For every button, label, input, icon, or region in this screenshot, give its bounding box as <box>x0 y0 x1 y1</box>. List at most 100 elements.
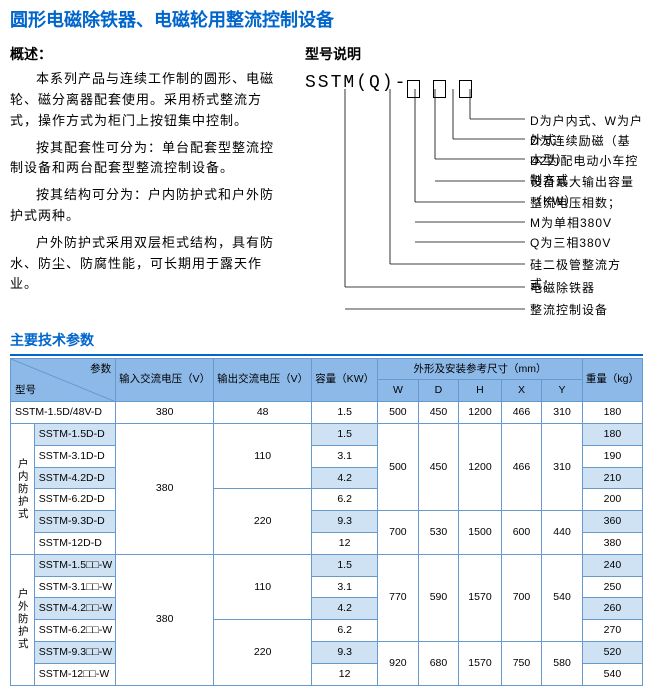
h-wt: 重量（kg） <box>582 358 642 402</box>
h1: 1200 <box>459 402 501 424</box>
head-row-1: 参数 型号 输入交流电压（V） 输出交流电压（V） 容量（KW） 外形及安装参考… <box>11 358 643 380</box>
x-out1: 700 <box>501 554 542 641</box>
overview-para-2: 按其配套性可分为：单台配套型整流控制设备和两台配套型整流控制设备。 <box>10 138 285 180</box>
c-out-0: 1.5 <box>312 554 378 576</box>
h-x: X <box>501 380 542 402</box>
d-in1: 450 <box>418 423 459 510</box>
c-out-2: 4.2 <box>312 598 378 620</box>
w-out1: 770 <box>378 554 419 641</box>
wt-out-5: 540 <box>582 663 642 685</box>
d1: 450 <box>418 402 459 424</box>
c-in-4: 9.3 <box>312 511 378 533</box>
h-out-ac: 输出交流电压（V） <box>214 358 312 402</box>
m-in-3: SSTM-6.2D-D <box>34 489 115 511</box>
m-in-1: SSTM-3.1D-D <box>34 445 115 467</box>
m-out-2: SSTM-4.2□□-W <box>34 598 115 620</box>
m-out-1: SSTM-3.1□□-W <box>34 576 115 598</box>
v48: 48 <box>214 402 312 424</box>
inv-in: 380 <box>116 423 214 554</box>
overview-para-4: 户外防护式采用双层柜式结构，具有防水、防尘、防腐性能，可长期用于露天作业。 <box>10 233 285 295</box>
wt-out-3: 270 <box>582 620 642 642</box>
wt-out-1: 250 <box>582 576 642 598</box>
y1: 310 <box>542 402 583 424</box>
diagram-lines <box>305 89 530 344</box>
x-out2: 750 <box>501 641 542 685</box>
wt-in-4: 360 <box>582 511 642 533</box>
x1: 466 <box>501 402 542 424</box>
wt-in-5: 380 <box>582 532 642 554</box>
cap1: 1.5 <box>312 402 378 424</box>
h-h: H <box>459 380 501 402</box>
h-y: Y <box>542 380 583 402</box>
inv-top: 380 <box>116 402 214 424</box>
h-cap: 容量（KW） <box>312 358 378 402</box>
row-out-4: SSTM-9.3□□-W9.3 920 680 1570 750 580 520 <box>11 641 643 663</box>
h-dims: 外形及安装参考尺寸（mm） <box>378 358 583 380</box>
m-in-4: SSTM-9.3D-D <box>34 511 115 533</box>
x-in1: 466 <box>501 423 542 510</box>
overview-column: 概述： 本系列产品与连续工作制的圆形、电磁轮、磁分离器配套使用。采用桥式整流方式… <box>10 43 285 325</box>
c-out-3: 6.2 <box>312 620 378 642</box>
m-in-5: SSTM-12D-D <box>34 532 115 554</box>
w-in1: 500 <box>378 423 419 510</box>
v220a: 220 <box>214 489 312 554</box>
wt-out-4: 520 <box>582 641 642 663</box>
note-10: 整流控制设备 <box>530 301 608 320</box>
note-5: 整流电压相数； <box>530 194 621 213</box>
m-in-2: SSTM-4.2D-D <box>34 467 115 489</box>
v110b: 110 <box>214 554 312 619</box>
wt-out-2: 260 <box>582 598 642 620</box>
c-in-2: 4.2 <box>312 467 378 489</box>
note-6: M为单相380V <box>530 214 612 233</box>
m-top: SSTM-1.5D/48V-D <box>11 402 116 424</box>
c-out-4: 9.3 <box>312 641 378 663</box>
wt1: 180 <box>582 402 642 424</box>
y-in1: 310 <box>542 423 583 510</box>
model-diagram: SSTM(Q)- D为户内式、W为户外式 D为连续励磁（基本型） <box>305 65 643 325</box>
wt-out-0: 240 <box>582 554 642 576</box>
wt-in-2: 210 <box>582 467 642 489</box>
x-in2: 600 <box>501 511 542 555</box>
h-out2: 1570 <box>459 641 501 685</box>
d-out1: 590 <box>418 554 459 641</box>
y-out2: 580 <box>542 641 583 685</box>
wt-in-3: 200 <box>582 489 642 511</box>
m-out-5: SSTM-12□□-W <box>34 663 115 685</box>
overview-para-1: 本系列产品与连续工作制的圆形、电磁轮、磁分离器配套使用。采用桥式整流方式，操作方… <box>10 69 285 131</box>
wt-in-1: 190 <box>582 445 642 467</box>
h-in1: 1200 <box>459 423 501 510</box>
y-out1: 540 <box>542 554 583 641</box>
overview-para-3: 按其结构可分为：户内防护式和户外防护式两种。 <box>10 185 285 227</box>
note-7: Q为三相380V <box>530 234 611 253</box>
c-out-5: 12 <box>312 663 378 685</box>
h-out1: 1570 <box>459 554 501 641</box>
c-in-5: 12 <box>312 532 378 554</box>
v110a: 110 <box>214 423 312 488</box>
h-w: W <box>378 380 419 402</box>
note-9: 电磁除铁器 <box>530 279 595 298</box>
inv-out: 380 <box>116 554 214 685</box>
c-in-3: 6.2 <box>312 489 378 511</box>
head-model: 型号 <box>15 382 36 399</box>
wt-in-0: 180 <box>582 423 642 445</box>
y-in2: 440 <box>542 511 583 555</box>
m-out-3: SSTM-6.2□□-W <box>34 620 115 642</box>
row-out-0: 户外防护式 SSTM-1.5□□-W 380 110 1.5 770 590 1… <box>11 554 643 576</box>
c-out-1: 3.1 <box>312 576 378 598</box>
upper-section: 概述： 本系列产品与连续工作制的圆形、电磁轮、磁分离器配套使用。采用桥式整流方式… <box>10 43 643 325</box>
w1: 500 <box>378 402 419 424</box>
h-in2: 1500 <box>459 511 501 555</box>
w-in2: 700 <box>378 511 419 555</box>
model-heading: 型号说明 <box>305 43 643 65</box>
v220b: 220 <box>214 620 312 685</box>
indoor-label: 户内防护式 <box>11 423 35 554</box>
outdoor-label: 户外防护式 <box>11 554 35 685</box>
overview-heading: 概述： <box>10 43 285 65</box>
c-in-1: 3.1 <box>312 445 378 467</box>
row-top: SSTM-1.5D/48V-D 380 48 1.5 500 450 1200 … <box>11 402 643 424</box>
model-column: 型号说明 SSTM(Q)- D为户内式、W为户 <box>305 43 643 325</box>
page-title: 圆形电磁除铁器、电磁轮用整流控制设备 <box>10 6 643 35</box>
row-in-4: SSTM-9.3D-D9.3 700 530 1500 600 440 360 <box>11 511 643 533</box>
row-in-0: 户内防护式 SSTM-1.5D-D 380 110 1.5 500 450 12… <box>11 423 643 445</box>
m-in-0: SSTM-1.5D-D <box>34 423 115 445</box>
